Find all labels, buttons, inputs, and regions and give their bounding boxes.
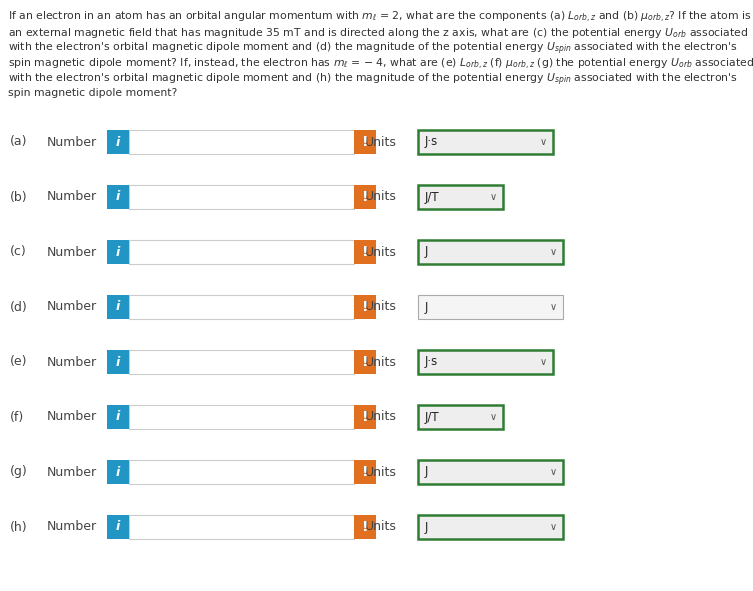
Bar (107, 460, 129, 484)
Bar (418, 515, 563, 539)
Bar (107, 350, 129, 374)
Text: i: i (116, 411, 120, 424)
Text: Units: Units (365, 466, 397, 479)
Text: J/T: J/T (425, 411, 440, 424)
Text: i: i (116, 245, 120, 258)
Text: Number: Number (47, 300, 97, 313)
Bar (129, 240, 354, 264)
Text: (f): (f) (10, 411, 24, 424)
Text: spin magnetic dipole moment? If, instead, the electron has $m_\ell$ = $-$ 4, wha: spin magnetic dipole moment? If, instead… (8, 57, 753, 72)
Text: (b): (b) (10, 190, 28, 203)
Text: i: i (116, 521, 120, 534)
Text: !: ! (361, 245, 368, 259)
Text: ∨: ∨ (489, 192, 496, 202)
Text: If an electron in an atom has an orbital angular momentum with $m_\ell$ = 2, wha: If an electron in an atom has an orbital… (8, 10, 753, 25)
Text: !: ! (361, 355, 368, 369)
Text: Units: Units (365, 356, 397, 369)
Text: i: i (116, 300, 120, 313)
Text: (g): (g) (10, 466, 28, 479)
Bar (354, 295, 376, 319)
Text: Units: Units (365, 135, 397, 148)
Bar (107, 515, 129, 539)
Text: i: i (116, 135, 120, 148)
Text: (e): (e) (10, 356, 28, 369)
Text: an external magnetic field that has magnitude 35 mT and is directed along the z : an external magnetic field that has magn… (8, 25, 748, 40)
Text: Units: Units (365, 190, 397, 203)
Bar (418, 240, 563, 264)
Text: J·s: J·s (425, 356, 438, 369)
Text: J: J (425, 466, 428, 479)
Bar (418, 405, 503, 429)
Bar (418, 460, 563, 484)
Text: Number: Number (47, 135, 97, 148)
Text: !: ! (361, 465, 368, 479)
Bar (354, 460, 376, 484)
Bar (354, 240, 376, 264)
Text: with the electron's orbital magnetic dipole moment and (d) the magnitude of the : with the electron's orbital magnetic dip… (8, 41, 738, 57)
Text: Number: Number (47, 190, 97, 203)
Bar (129, 460, 354, 484)
Text: Units: Units (365, 521, 397, 534)
Bar (418, 295, 563, 319)
Text: !: ! (361, 410, 368, 424)
Text: J: J (425, 245, 428, 258)
Text: ∨: ∨ (550, 247, 556, 257)
Text: ∨: ∨ (550, 522, 556, 532)
Text: spin magnetic dipole moment?: spin magnetic dipole moment? (8, 87, 177, 98)
Bar (129, 185, 354, 209)
Text: (c): (c) (10, 245, 27, 258)
Bar (107, 130, 129, 154)
Bar (129, 130, 354, 154)
Bar (354, 185, 376, 209)
Text: (h): (h) (10, 521, 28, 534)
Text: Units: Units (365, 245, 397, 258)
Text: J·s: J·s (425, 135, 438, 148)
Text: Units: Units (365, 300, 397, 313)
Text: Number: Number (47, 245, 97, 258)
Text: ∨: ∨ (539, 357, 547, 367)
Text: (d): (d) (10, 300, 28, 313)
Text: J: J (425, 521, 428, 534)
Text: Number: Number (47, 356, 97, 369)
Bar (107, 405, 129, 429)
Bar (107, 185, 129, 209)
Text: J: J (425, 300, 428, 313)
Text: Number: Number (47, 466, 97, 479)
Text: !: ! (361, 135, 368, 149)
Text: ∨: ∨ (550, 302, 556, 312)
Text: (a): (a) (10, 135, 28, 148)
Text: !: ! (361, 520, 368, 534)
Text: ∨: ∨ (539, 137, 547, 147)
Text: Units: Units (365, 411, 397, 424)
Text: i: i (116, 356, 120, 369)
Bar (354, 405, 376, 429)
Bar (418, 185, 503, 209)
Text: ∨: ∨ (550, 467, 556, 477)
Text: i: i (116, 466, 120, 479)
Bar (129, 405, 354, 429)
Text: Number: Number (47, 521, 97, 534)
Bar (418, 130, 553, 154)
Bar (107, 295, 129, 319)
Text: J/T: J/T (425, 190, 440, 203)
Bar (354, 350, 376, 374)
Bar (354, 130, 376, 154)
Text: !: ! (361, 190, 368, 204)
Bar (354, 515, 376, 539)
Bar (107, 240, 129, 264)
Text: Number: Number (47, 411, 97, 424)
Text: with the electron's orbital magnetic dipole moment and (h) the magnitude of the : with the electron's orbital magnetic dip… (8, 72, 738, 89)
Text: !: ! (361, 300, 368, 314)
Bar (418, 350, 553, 374)
Bar (129, 350, 354, 374)
Text: i: i (116, 190, 120, 203)
Text: ∨: ∨ (489, 412, 496, 422)
Bar (129, 295, 354, 319)
Bar (129, 515, 354, 539)
